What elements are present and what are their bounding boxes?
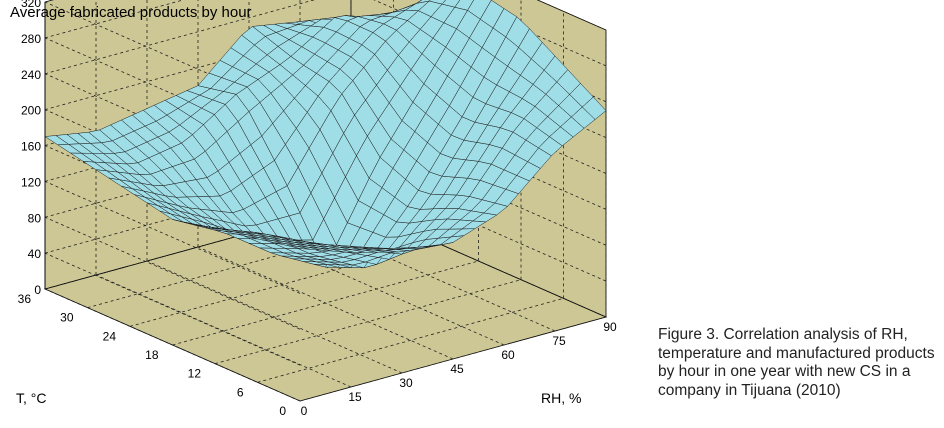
surface-facet xyxy=(441,0,461,8)
grid-line-y-floor xyxy=(299,316,607,402)
x-tick-label: 0 xyxy=(301,404,308,418)
grid-line-z-left xyxy=(44,181,301,294)
x-tick-label: 30 xyxy=(399,376,413,390)
x-tick-label: 45 xyxy=(450,362,464,376)
tick-labels: 0408012016020024028032006121824303601530… xyxy=(18,0,617,418)
y-tick-label: 30 xyxy=(60,311,74,325)
x-tick-label: 75 xyxy=(552,334,566,348)
figure-caption: Figure 3. Correlation analysis of RH, te… xyxy=(658,326,935,399)
surface-mesh xyxy=(44,0,607,269)
z-tick-label: 320 xyxy=(21,0,41,10)
z-tick-label: 160 xyxy=(21,140,41,154)
z-tick-label: 80 xyxy=(28,211,42,225)
surface-facet xyxy=(416,0,431,4)
grid-line-x-floor xyxy=(146,260,403,374)
x-tick-label: 60 xyxy=(501,348,515,362)
grid-line-x-floor xyxy=(95,274,352,388)
x-axis-label: RH, % xyxy=(541,390,581,406)
grid-line-z-side xyxy=(350,204,607,318)
y-tick-label: 12 xyxy=(188,367,202,381)
grid-line-z-back xyxy=(44,0,316,75)
chart-title: Average fabricated products by hour xyxy=(10,4,252,21)
y-tick-label: 18 xyxy=(145,348,159,362)
z-tick-label: 240 xyxy=(21,68,41,82)
surface-facet xyxy=(428,0,446,5)
y-tick-label: 24 xyxy=(103,329,117,343)
x-tick-label: 90 xyxy=(603,320,617,334)
grid-line-z-left xyxy=(44,252,301,366)
grid-line-z-left xyxy=(44,288,301,402)
z-tick-label: 200 xyxy=(21,104,41,118)
z-tick-label: 40 xyxy=(28,247,42,261)
y-tick-label: 36 xyxy=(18,292,32,306)
grid-line-z-left xyxy=(44,216,301,330)
z-tick-label: 280 xyxy=(21,32,41,46)
z-tick-label: 120 xyxy=(21,175,41,189)
y-tick-label: 0 xyxy=(279,404,286,418)
y-axis-label: T, °C xyxy=(16,390,47,406)
x-tick-label: 15 xyxy=(348,390,362,404)
grid-line-z-left xyxy=(44,37,301,151)
y-tick-label: 6 xyxy=(237,385,244,399)
grid-line-y-floor xyxy=(214,279,522,365)
grid-line-y-floor xyxy=(257,297,564,383)
surface-facet xyxy=(581,96,607,120)
grid-line-z-left xyxy=(44,1,301,115)
z-tick-label: 0 xyxy=(34,283,41,297)
grid-line-y-floor xyxy=(172,260,479,346)
